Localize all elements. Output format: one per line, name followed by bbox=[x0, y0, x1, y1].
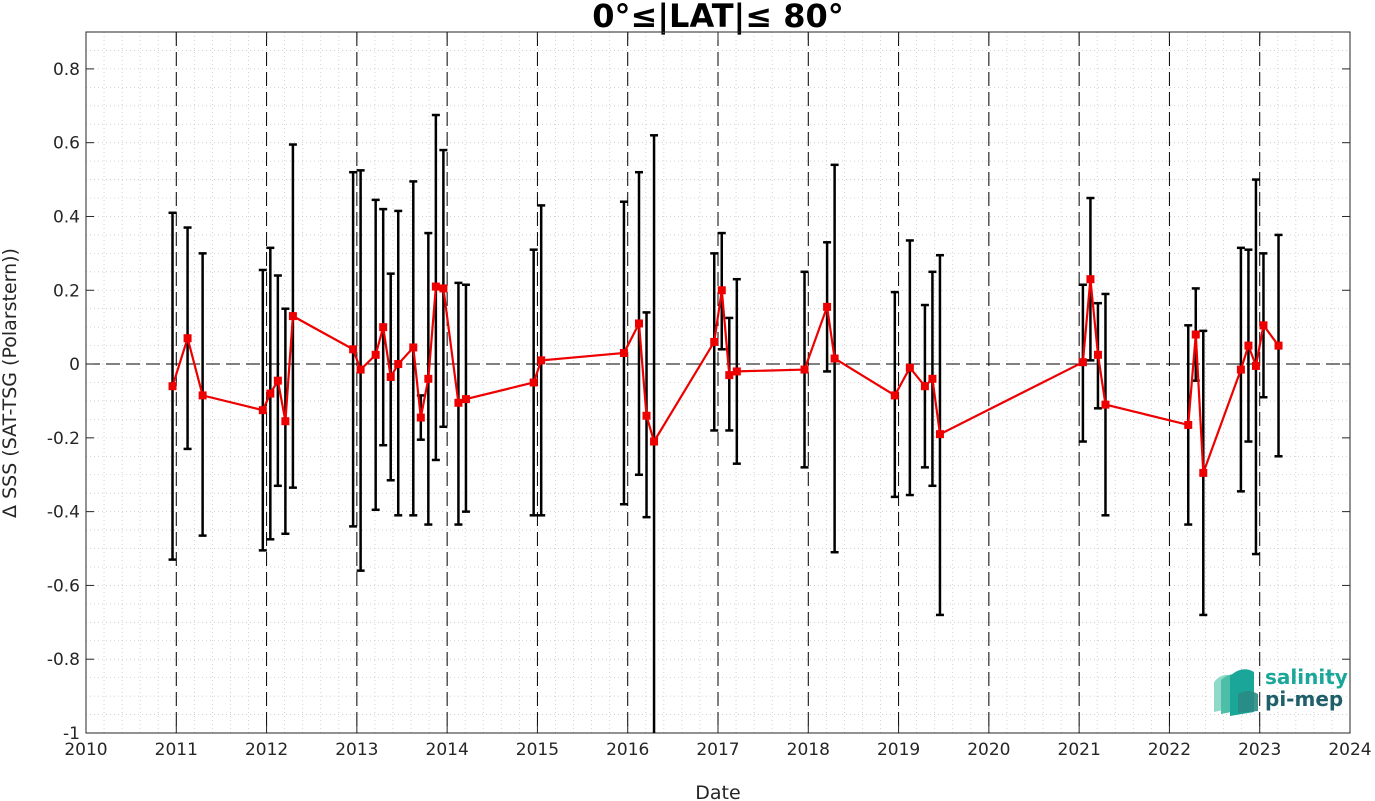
data-point bbox=[1086, 275, 1095, 284]
y-tick-label: 0.6 bbox=[53, 134, 80, 154]
y-tick-label: 0.4 bbox=[53, 207, 80, 227]
data-point bbox=[725, 371, 734, 380]
x-tick-label: 2016 bbox=[606, 740, 649, 760]
data-point bbox=[1251, 361, 1260, 370]
y-tick-label: 0.8 bbox=[53, 60, 80, 80]
data-point bbox=[905, 363, 914, 372]
x-tick-label: 2017 bbox=[696, 740, 739, 760]
x-tick-label: 2010 bbox=[64, 740, 107, 760]
data-point bbox=[619, 348, 628, 357]
data-point bbox=[823, 302, 832, 311]
data-point bbox=[288, 312, 297, 321]
data-point bbox=[273, 376, 282, 385]
data-point bbox=[454, 398, 463, 407]
y-tick-label: -0.4 bbox=[47, 503, 80, 523]
data-point bbox=[409, 343, 418, 352]
y-axis-label: Δ SSS (SAT-TSG (Polarstern)) bbox=[0, 248, 21, 518]
data-point bbox=[258, 406, 267, 415]
data-point bbox=[281, 417, 290, 426]
data-point bbox=[890, 391, 899, 400]
data-point bbox=[394, 360, 403, 369]
data-point bbox=[168, 382, 177, 391]
data-point bbox=[1078, 358, 1087, 367]
data-point bbox=[537, 356, 546, 365]
data-point bbox=[650, 437, 659, 446]
y-tick-label: 0 bbox=[69, 355, 80, 375]
x-tick-label: 2024 bbox=[1328, 740, 1371, 760]
data-point bbox=[1101, 400, 1110, 409]
data-point bbox=[635, 319, 643, 328]
salinity-pi-mep-logo: salinity pi-mep bbox=[1214, 665, 1348, 716]
data-point bbox=[928, 374, 937, 383]
data-point bbox=[717, 286, 726, 295]
data-point bbox=[1259, 321, 1268, 330]
chart-title: 0°≤|LAT|≤ 80° bbox=[592, 0, 843, 36]
wave-logo-icon bbox=[1214, 669, 1258, 716]
x-tick-label: 2011 bbox=[155, 740, 198, 760]
data-point bbox=[379, 323, 388, 332]
y-tick-label: -1 bbox=[63, 724, 80, 744]
x-tick-label: 2020 bbox=[967, 740, 1010, 760]
data-point bbox=[710, 337, 719, 346]
data-point bbox=[416, 413, 425, 422]
data-point bbox=[800, 365, 809, 374]
x-tick-label: 2014 bbox=[426, 740, 469, 760]
y-tick-label: -0.8 bbox=[47, 650, 80, 670]
data-point bbox=[920, 382, 929, 391]
y-tick-label: -0.2 bbox=[47, 429, 80, 449]
data-point bbox=[371, 350, 380, 359]
data-point bbox=[935, 430, 944, 439]
x-axis-label: Date bbox=[695, 782, 740, 801]
data-point bbox=[1244, 341, 1253, 350]
data-point bbox=[349, 345, 358, 354]
data-point bbox=[642, 411, 651, 420]
data-point bbox=[439, 284, 448, 293]
data-point bbox=[830, 354, 839, 363]
data-point bbox=[461, 395, 470, 404]
data-point bbox=[431, 282, 440, 291]
x-tick-label: 2021 bbox=[1058, 740, 1101, 760]
data-point bbox=[1191, 330, 1200, 339]
x-tick-label: 2018 bbox=[787, 740, 830, 760]
x-tick-label: 2015 bbox=[516, 740, 559, 760]
data-point bbox=[198, 391, 207, 400]
x-tick-label: 2022 bbox=[1148, 740, 1191, 760]
y-tick-labels: -1 -0.8 -0.6 -0.4 -0.2 0 0.2 0.4 0.6 0.8 bbox=[47, 60, 80, 744]
x-tick-label: 2023 bbox=[1238, 740, 1281, 760]
data-markers bbox=[168, 275, 1283, 477]
x-tick-label: 2013 bbox=[335, 740, 378, 760]
logo-line-2: pi-mep bbox=[1265, 687, 1343, 711]
data-point bbox=[1093, 350, 1102, 359]
data-point bbox=[732, 367, 741, 376]
data-point bbox=[386, 372, 395, 381]
axis-ticks bbox=[85, 32, 1351, 734]
data-point bbox=[1199, 468, 1208, 477]
data-point bbox=[424, 374, 433, 383]
x-tick-label: 2012 bbox=[245, 740, 288, 760]
y-tick-label: 0.2 bbox=[53, 281, 80, 301]
data-point bbox=[1184, 420, 1193, 429]
data-point bbox=[529, 378, 538, 387]
logo-line-1: salinity bbox=[1265, 665, 1348, 689]
y-tick-label: -0.6 bbox=[47, 576, 80, 596]
x-tick-label: 2019 bbox=[877, 740, 920, 760]
data-point bbox=[1236, 365, 1245, 374]
data-point bbox=[183, 334, 192, 343]
x-tick-labels: 2010 2011 2012 2013 2014 2015 2016 2017 2018 2019… bbox=[64, 740, 1371, 760]
data-point bbox=[356, 365, 365, 374]
data-point bbox=[1274, 341, 1283, 350]
data-point bbox=[266, 389, 275, 398]
